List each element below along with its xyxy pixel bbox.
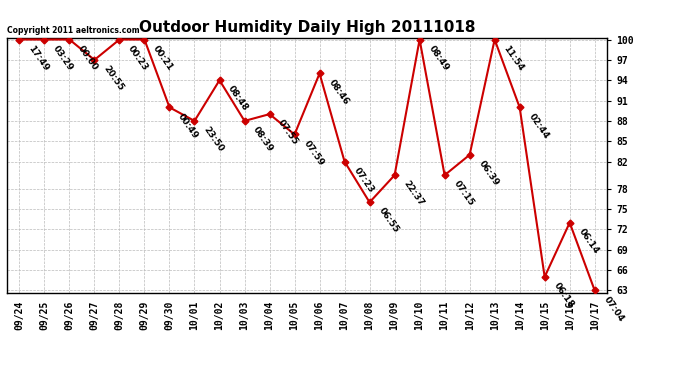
Text: 00:23: 00:23 (126, 44, 150, 72)
Text: 07:55: 07:55 (277, 118, 300, 147)
Text: Copyright 2011 aeltronics.com: Copyright 2011 aeltronics.com (7, 26, 139, 35)
Text: 17:49: 17:49 (26, 44, 50, 73)
Text: 07:04: 07:04 (602, 295, 625, 323)
Text: 07:23: 07:23 (351, 166, 375, 194)
Text: 07:15: 07:15 (451, 179, 475, 208)
Text: 07:59: 07:59 (302, 139, 326, 167)
Text: 06:18: 06:18 (551, 281, 575, 310)
Text: 02:44: 02:44 (526, 111, 551, 140)
Text: 00:00: 00:00 (77, 44, 100, 72)
Text: 08:39: 08:39 (251, 125, 275, 154)
Text: 00:49: 00:49 (177, 111, 200, 140)
Text: 20:55: 20:55 (101, 64, 125, 93)
Text: 11:54: 11:54 (502, 44, 526, 72)
Text: 06:14: 06:14 (577, 227, 600, 255)
Text: 08:49: 08:49 (426, 44, 451, 72)
Text: 06:55: 06:55 (377, 207, 400, 235)
Text: 08:48: 08:48 (226, 84, 250, 113)
Text: 22:37: 22:37 (402, 179, 426, 208)
Text: 03:29: 03:29 (51, 44, 75, 72)
Text: 23:50: 23:50 (201, 125, 225, 154)
Title: Outdoor Humidity Daily High 20111018: Outdoor Humidity Daily High 20111018 (139, 20, 475, 35)
Text: 00:21: 00:21 (151, 44, 175, 72)
Text: 06:39: 06:39 (477, 159, 500, 188)
Text: 08:46: 08:46 (326, 78, 351, 106)
